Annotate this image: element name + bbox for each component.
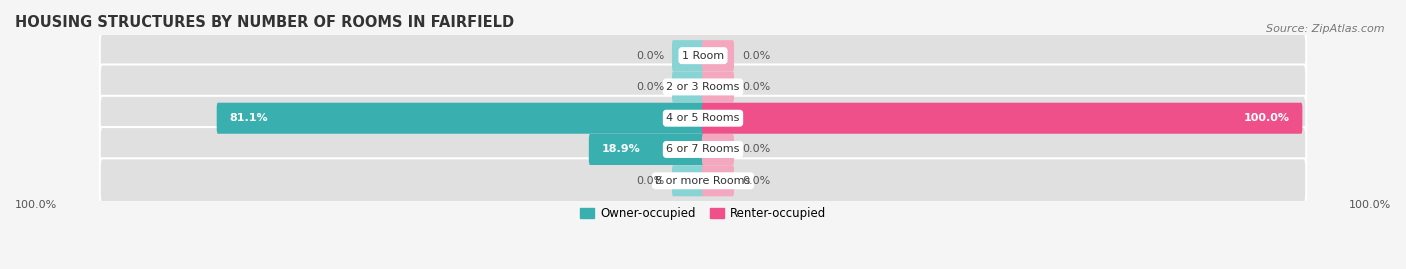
Text: 0.0%: 0.0% [742,144,770,154]
Text: 81.1%: 81.1% [229,113,269,123]
Text: 0.0%: 0.0% [636,51,664,61]
Text: 6 or 7 Rooms: 6 or 7 Rooms [666,144,740,154]
Text: 0.0%: 0.0% [636,82,664,92]
Text: 18.9%: 18.9% [602,144,641,154]
FancyBboxPatch shape [702,40,734,71]
Text: 2 or 3 Rooms: 2 or 3 Rooms [666,82,740,92]
Text: 0.0%: 0.0% [742,51,770,61]
Text: HOUSING STRUCTURES BY NUMBER OF ROOMS IN FAIRFIELD: HOUSING STRUCTURES BY NUMBER OF ROOMS IN… [15,15,515,30]
Text: 0.0%: 0.0% [636,176,664,186]
Text: 4 or 5 Rooms: 4 or 5 Rooms [666,113,740,123]
FancyBboxPatch shape [702,103,1302,134]
FancyBboxPatch shape [589,134,704,165]
FancyBboxPatch shape [217,103,704,134]
Text: Source: ZipAtlas.com: Source: ZipAtlas.com [1267,24,1385,34]
Text: 8 or more Rooms: 8 or more Rooms [655,176,751,186]
FancyBboxPatch shape [672,165,704,196]
Text: 1 Room: 1 Room [682,51,724,61]
FancyBboxPatch shape [702,165,734,196]
FancyBboxPatch shape [702,134,734,165]
Text: 100.0%: 100.0% [1348,200,1391,210]
FancyBboxPatch shape [672,40,704,71]
FancyBboxPatch shape [100,33,1306,78]
Text: 0.0%: 0.0% [742,176,770,186]
FancyBboxPatch shape [100,65,1306,109]
Text: 100.0%: 100.0% [1243,113,1289,123]
FancyBboxPatch shape [100,127,1306,172]
FancyBboxPatch shape [702,72,734,102]
Legend: Owner-occupied, Renter-occupied: Owner-occupied, Renter-occupied [575,203,831,225]
Text: 100.0%: 100.0% [15,200,58,210]
FancyBboxPatch shape [100,158,1306,203]
Text: 0.0%: 0.0% [742,82,770,92]
FancyBboxPatch shape [672,72,704,102]
FancyBboxPatch shape [100,96,1306,141]
